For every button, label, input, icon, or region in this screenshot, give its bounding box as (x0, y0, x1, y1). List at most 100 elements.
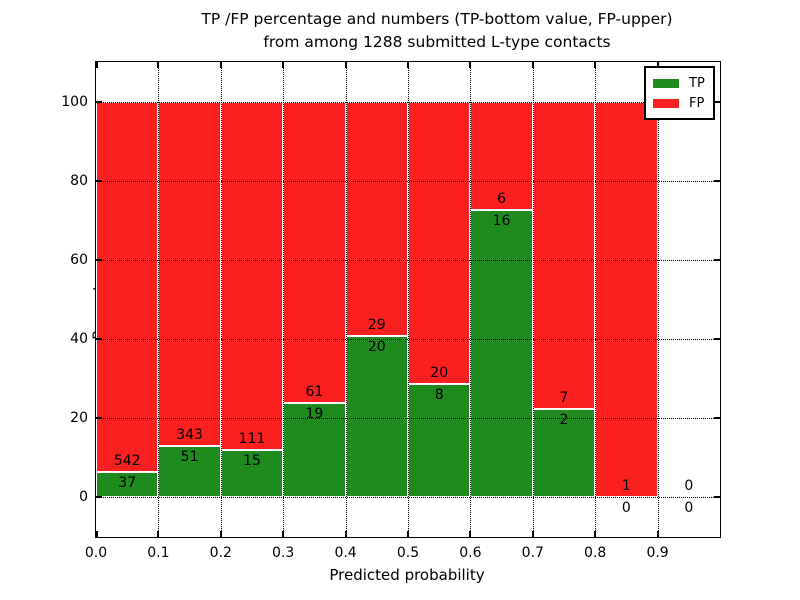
y-tick-left (96, 100, 102, 103)
vertical-gridline (283, 62, 285, 537)
fp-bar-segment (345, 101, 408, 336)
tp-count-label: 0 (621, 500, 631, 517)
x-tick-bottom (531, 531, 534, 537)
tp-bar-segment (220, 450, 284, 498)
fp-bar-segment (408, 101, 471, 385)
fp-bar-segment (283, 101, 346, 404)
legend-label-tp: TP (689, 75, 705, 91)
y-tick-label: 20 (70, 410, 88, 427)
legend: TP FP (644, 66, 715, 120)
vertical-gridline (595, 62, 597, 537)
tp-bar-segment (96, 472, 159, 498)
fp-bar-segment (220, 101, 284, 451)
chart-title: TP /FP percentage and numbers (TP-bottom… (125, 8, 749, 54)
tp-count-label: 16 (492, 212, 511, 229)
tp-bar-segment (532, 409, 596, 498)
x-tick-top (282, 62, 285, 68)
x-tick-bottom (157, 531, 160, 537)
tp-count-label: 8 (434, 387, 444, 404)
vertical-gridline (158, 62, 160, 537)
fp-bar-segment (96, 101, 159, 473)
x-tick-top (407, 62, 409, 68)
y-tick-label: 80 (70, 172, 88, 189)
x-tick-top (344, 62, 347, 68)
fp-count-label: 111 (238, 431, 266, 448)
x-tick-top (594, 62, 597, 68)
chart-title-line1: TP /FP percentage and numbers (TP-bottom… (201, 10, 673, 28)
x-tick-top (157, 62, 160, 68)
x-tick-bottom (219, 531, 222, 537)
x-tick-top (96, 62, 98, 68)
y-tick-left (96, 496, 102, 499)
tp-count-label: 37 (118, 475, 137, 492)
x-tick-label: 0.9 (646, 545, 669, 561)
tp-bar-segment (470, 209, 533, 498)
chart-title-line2: from among 1288 submitted L-type contact… (263, 33, 611, 51)
y-tick-right (714, 258, 720, 261)
x-tick-label: 0.0 (84, 545, 108, 561)
tp-color-swatch (653, 78, 679, 88)
legend-item-fp: FP (653, 93, 705, 113)
vertical-gridline (220, 62, 222, 537)
y-tick-left (96, 417, 102, 420)
fp-count-label: 1 (621, 478, 631, 495)
x-tick-label: 0.8 (584, 545, 607, 561)
fp-color-swatch (653, 98, 679, 108)
x-tick-label: 0.4 (334, 545, 357, 561)
fp-count-label: 6 (497, 190, 507, 207)
plot-area: 542 37 343 51 111 15 61 19 29 20 20 8 6 16 7 2 1 0 0 0 0 20 4… (61, 61, 721, 561)
x-tick-bottom (96, 531, 98, 537)
x-tick-bottom (656, 531, 659, 537)
fp-count-label: 343 (176, 427, 203, 444)
fp-count-label: 0 (684, 478, 694, 495)
y-tick-label: 40 (70, 331, 88, 348)
legend-label-fp: FP (689, 95, 705, 111)
y-tick-right (714, 100, 720, 103)
fp-count-label: 7 (559, 390, 569, 407)
y-tick-label: 60 (70, 251, 88, 268)
x-tick-top (656, 62, 659, 68)
y-tick-right (714, 338, 720, 341)
x-axis-label: Predicted probability (329, 566, 485, 584)
y-tick-left (96, 179, 102, 182)
x-tick-label: 0.6 (459, 545, 482, 561)
x-tick-label: 0.7 (521, 545, 544, 561)
x-tick-bottom (282, 531, 285, 537)
vertical-gridline (408, 62, 409, 537)
y-tick-right (714, 417, 720, 420)
y-tick-label: 0 (79, 489, 88, 506)
fp-count-label: 20 (430, 365, 449, 382)
y-tick-left (96, 338, 102, 341)
x-tick-label: 0.2 (209, 545, 232, 561)
vertical-gridline (657, 62, 659, 537)
tp-bar-segment (158, 446, 221, 498)
fp-count-label: 29 (367, 316, 386, 333)
fp-count-label: 542 (113, 453, 141, 470)
tp-count-label: 20 (367, 338, 386, 355)
vertical-gridline (470, 62, 472, 537)
tp-count-label: 15 (243, 453, 261, 470)
tp-bar-segment (345, 335, 408, 498)
y-tick-right (714, 496, 720, 499)
fp-count-label: 61 (305, 384, 324, 401)
y-tick-right (714, 179, 720, 182)
x-tick-top (219, 62, 222, 68)
x-tick-label: 0.5 (396, 545, 420, 561)
legend-item-tp: TP (653, 73, 705, 93)
tp-count-label: 19 (305, 406, 324, 423)
x-tick-label: 0.3 (272, 545, 295, 561)
x-tick-bottom (344, 531, 347, 537)
x-tick-bottom (594, 531, 597, 537)
fp-bar-segment (158, 101, 221, 447)
tp-count-label: 0 (684, 500, 694, 517)
y-tick-label: 100 (61, 93, 88, 110)
vertical-gridline (345, 62, 347, 537)
x-tick-top (469, 62, 472, 68)
x-tick-bottom (469, 531, 472, 537)
vertical-gridline (532, 62, 534, 537)
x-tick-label: 0.1 (147, 545, 170, 561)
x-tick-bottom (407, 531, 409, 537)
fp-bar-segment (595, 101, 658, 498)
tp-count-label: 51 (180, 449, 199, 466)
